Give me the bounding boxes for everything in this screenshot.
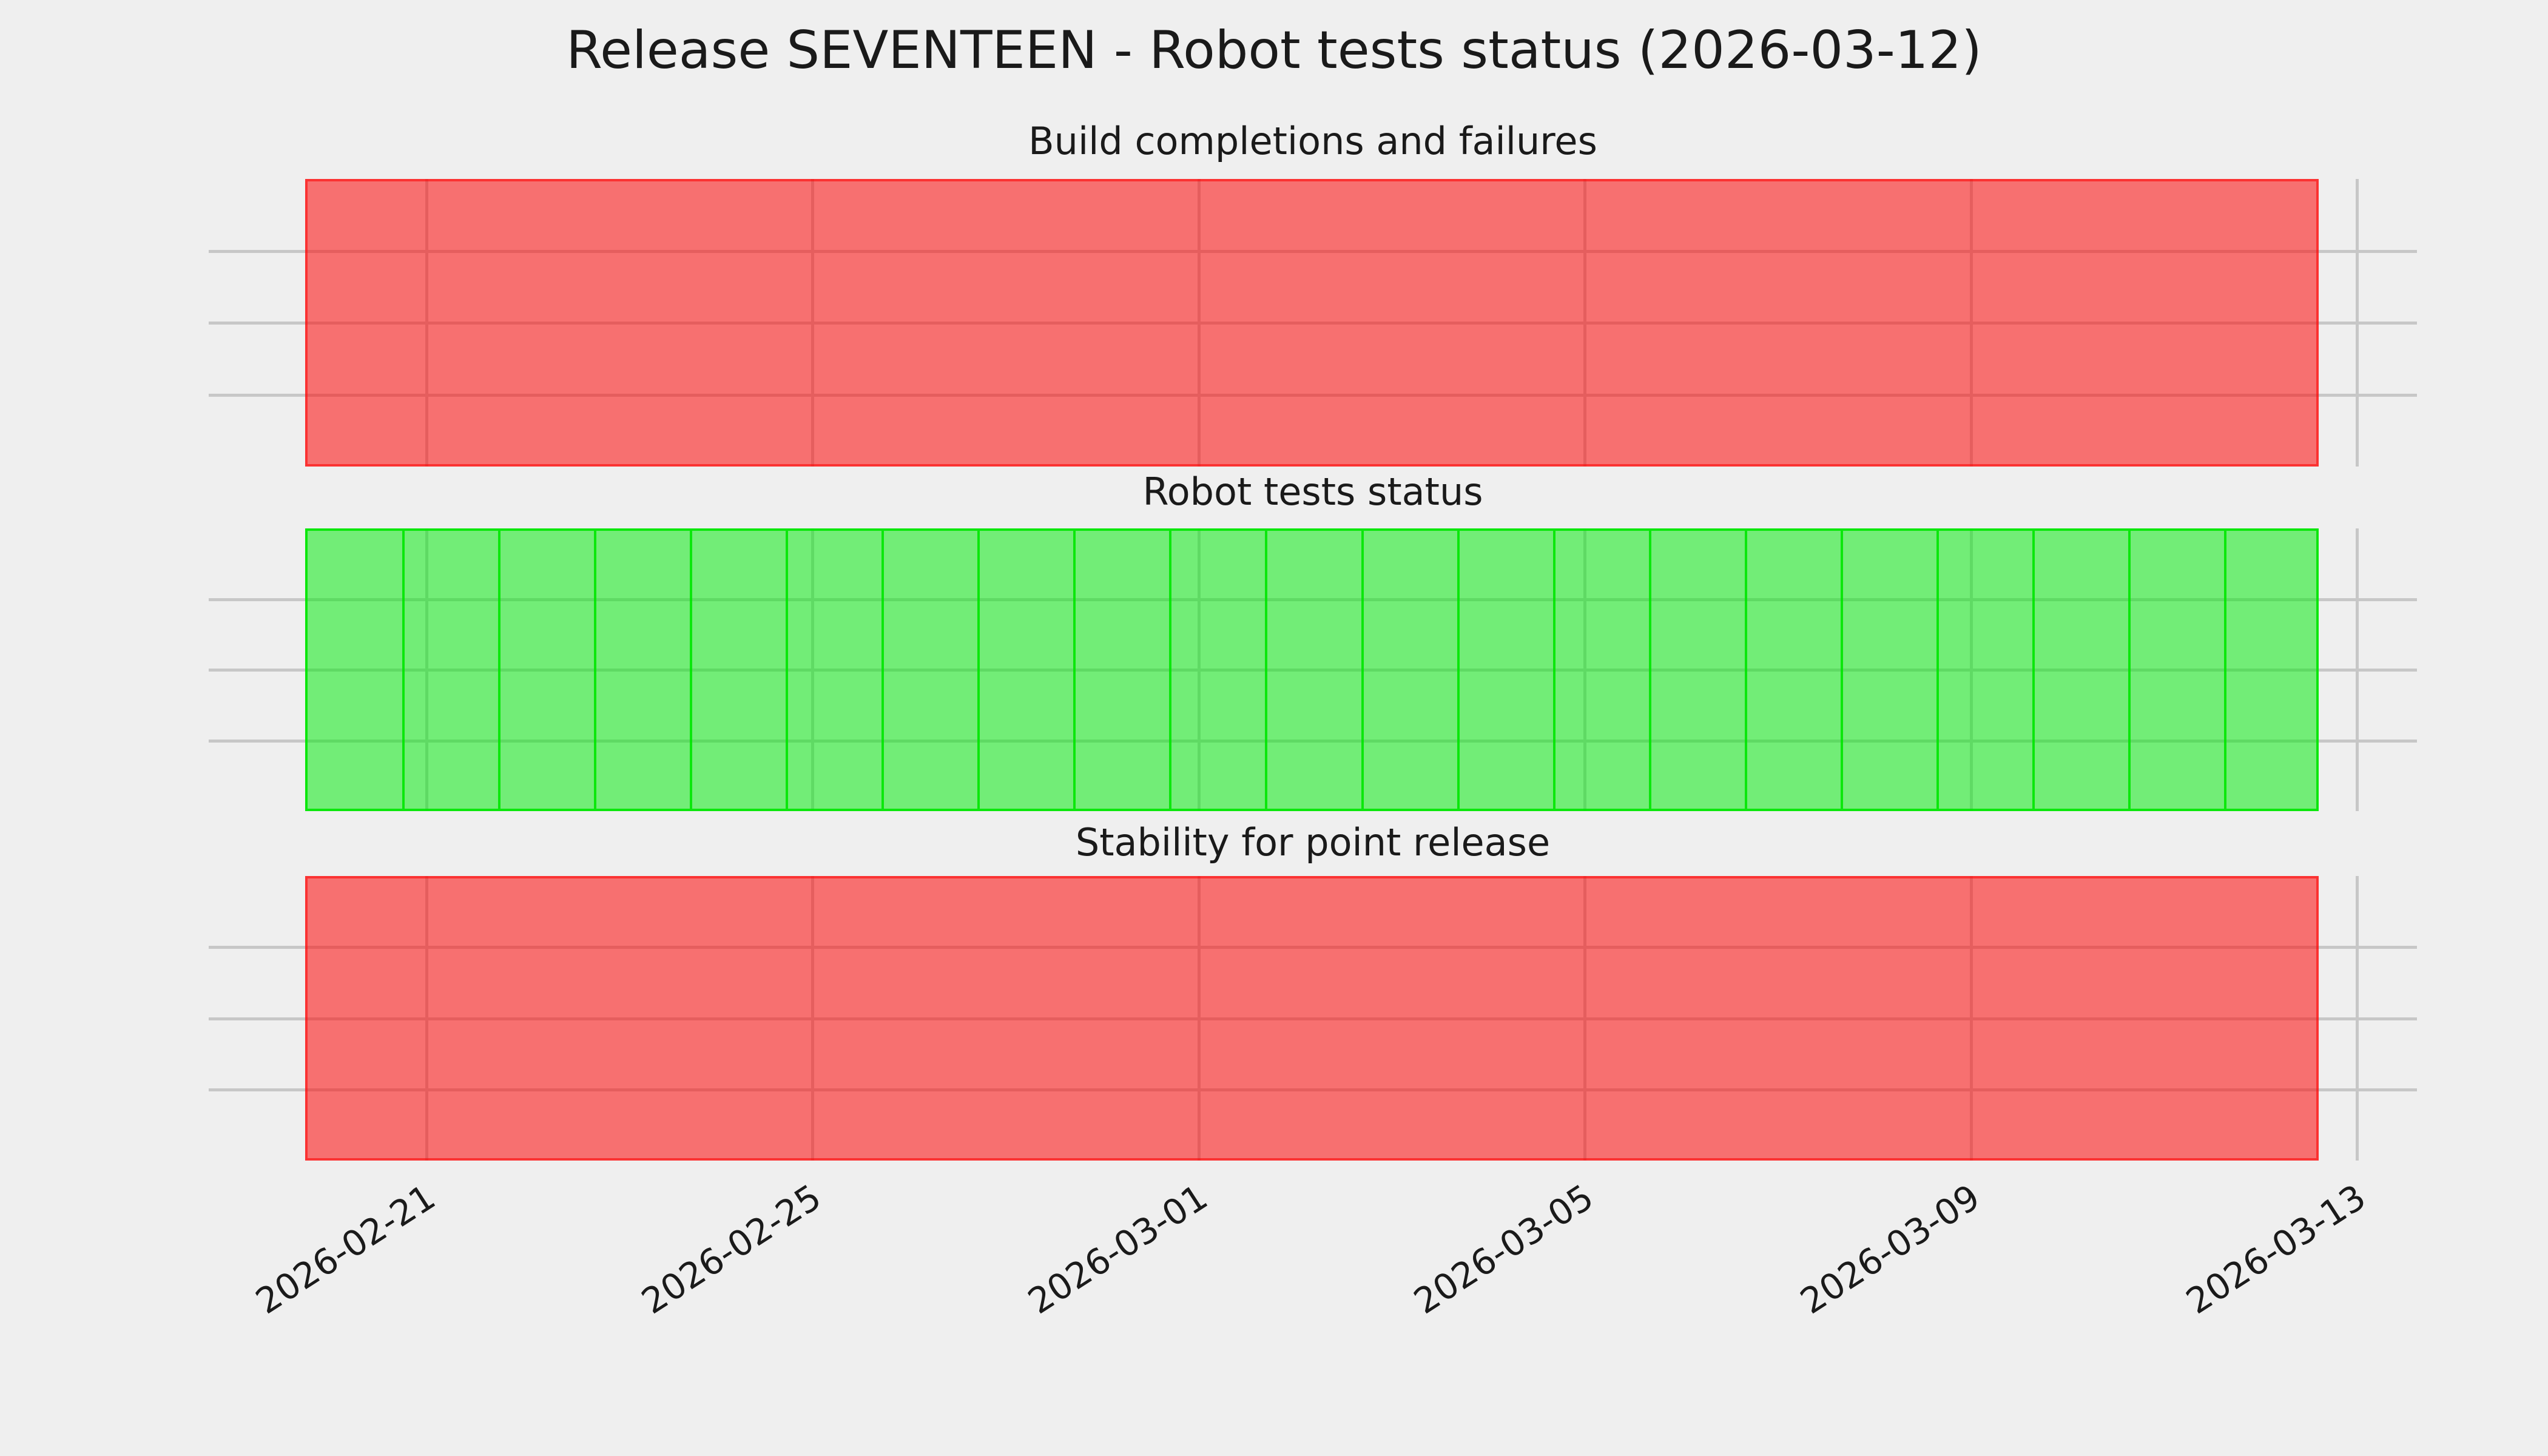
subplot-title-robot-tests: Robot tests status	[1142, 470, 1483, 514]
day-segment-edge	[1936, 531, 1939, 809]
day-segment-edge	[881, 531, 885, 809]
x-tick-label: 2026-03-09	[1793, 1176, 1987, 1323]
day-segment-edge	[1169, 531, 1172, 809]
gridline-vertical	[2356, 179, 2359, 467]
x-tick-label: 2026-03-05	[1406, 1176, 1601, 1323]
day-segment-edge	[594, 531, 597, 809]
day-segment-edge	[1073, 531, 1076, 809]
day-segment-edge	[1744, 531, 1747, 809]
x-tick-label: 2026-03-13	[2179, 1176, 2373, 1323]
day-segment-edge	[2223, 531, 2226, 809]
axes-stability	[209, 876, 2417, 1161]
x-tick-label: 2026-02-25	[634, 1176, 829, 1323]
status-bar-passing	[305, 528, 2319, 811]
day-segment-edge	[498, 531, 501, 809]
axes-robot-tests	[209, 528, 2417, 811]
day-segment-edge	[786, 531, 789, 809]
day-segment-edge	[1840, 531, 1843, 809]
day-segment-edge	[2032, 531, 2035, 809]
day-segment-edge	[1265, 531, 1268, 809]
status-bar-failing	[305, 179, 2319, 467]
day-segment-edge	[1457, 531, 1460, 809]
gridline-vertical	[2356, 876, 2359, 1161]
day-segment-edge	[1552, 531, 1555, 809]
day-segment-edge	[402, 531, 405, 809]
subplot-title-stability: Stability for point release	[1075, 820, 1551, 864]
day-segment-edge	[1361, 531, 1364, 809]
day-segment-edge	[977, 531, 980, 809]
gridline-vertical	[2356, 528, 2359, 811]
status-bar-failing	[305, 876, 2319, 1161]
day-segment-edge	[1648, 531, 1651, 809]
x-tick-label: 2026-02-21	[248, 1176, 443, 1323]
day-segment-edge	[690, 531, 693, 809]
day-segment-edge	[2128, 531, 2131, 809]
axes-build-completions	[209, 179, 2417, 467]
subplot-title-build-completions: Build completions and failures	[1028, 119, 1597, 163]
figure-title: Release SEVENTEEN - Robot tests status (…	[566, 20, 1982, 81]
x-tick-label: 2026-03-01	[1020, 1176, 1215, 1323]
